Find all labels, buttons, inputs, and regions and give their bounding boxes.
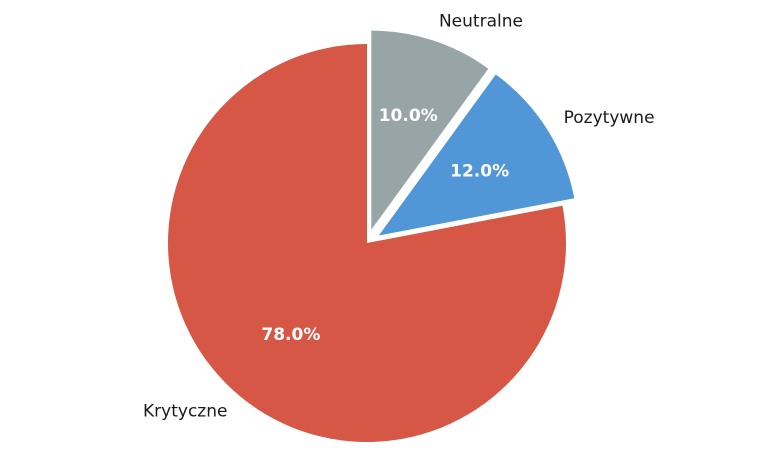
pie-category-label-krytyczne: Krytyczne <box>143 402 227 422</box>
pie-slice-neutralne <box>371 30 489 230</box>
pie-category-label-neutralne: Neutralne <box>439 11 523 31</box>
pie-pct-label-pozytywne: 12.0% <box>450 162 509 182</box>
pie-pct-label-neutralne: 10.0% <box>379 106 438 126</box>
pie-category-label-pozytywne: Pozytywne <box>564 108 655 128</box>
pie-labels: 10.0% Neutralne 12.0% Pozytywne 78.0% Krytycz… <box>143 11 655 421</box>
pie-slice-pozytywne <box>378 74 575 236</box>
pie-pct-label-krytyczne: 78.0% <box>261 325 320 345</box>
pie-slices <box>168 30 575 443</box>
pie-slice-krytyczne <box>168 44 566 443</box>
